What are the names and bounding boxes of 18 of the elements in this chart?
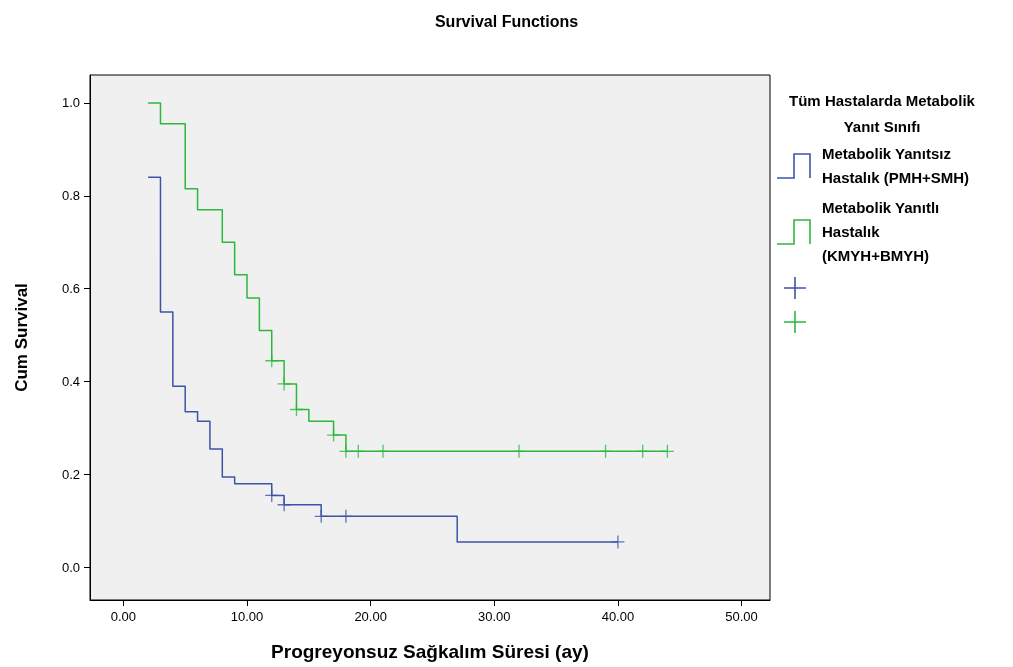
y-axis-title: Cum Survival (12, 283, 31, 392)
legend-label: Metabolik Yanıtlı Hastalık (KMYH+BMYH) (822, 198, 941, 266)
y-tick-label: 0.6 (61, 281, 80, 297)
y-tick-label: 0.2 (61, 467, 80, 483)
x-tick-label: 50.00 (725, 609, 758, 624)
legend-title: Tüm Hastalarda Metabolik Yanıt Sınıfı (788, 91, 976, 137)
x-tick-label: 30.00 (478, 609, 511, 624)
x-axis-title: Progreyonsuz Sağkalım Süresi (ay) (271, 641, 589, 662)
legend-label: Metabolik Yanıtsız Hastalık (PMH+SMH) (822, 144, 971, 188)
x-tick-label: 0.00 (110, 609, 137, 624)
y-tick-label: 0.8 (61, 188, 80, 204)
y-tick-label: 0.0 (61, 559, 80, 575)
y-tick-label: 0.4 (61, 374, 80, 390)
y-tick-label: 1.0 (61, 95, 80, 111)
chart-title: Survival Functions (434, 12, 579, 30)
x-tick-label: 20.00 (354, 609, 387, 624)
x-tick-label: 10.00 (230, 609, 264, 624)
x-tick-label: 40.00 (601, 609, 635, 624)
